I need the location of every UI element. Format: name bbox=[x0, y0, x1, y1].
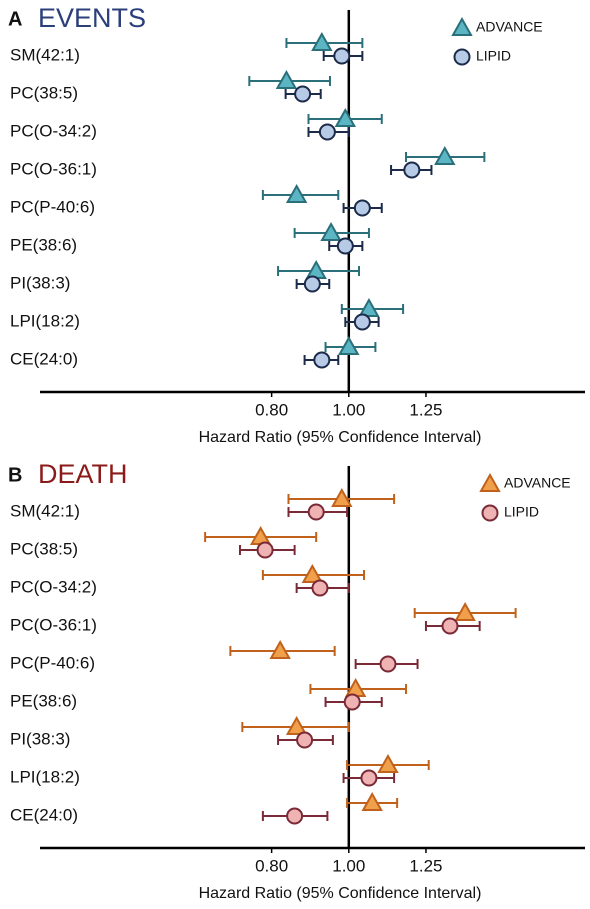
point bbox=[311, 579, 329, 597]
point bbox=[307, 503, 325, 521]
point bbox=[377, 753, 399, 773]
panel-title: DEATH bbox=[38, 459, 128, 489]
legend-label: LIPID bbox=[504, 504, 539, 520]
x-tick-label: 1.00 bbox=[332, 856, 365, 875]
point bbox=[441, 617, 459, 635]
point bbox=[331, 487, 353, 507]
row-label: CE(24:0) bbox=[10, 349, 78, 368]
row-label: PE(38:6) bbox=[10, 691, 77, 710]
point bbox=[286, 807, 304, 825]
legend-marker bbox=[479, 472, 501, 492]
row-label: PE(38:6) bbox=[10, 235, 77, 254]
point bbox=[333, 47, 351, 65]
point bbox=[296, 731, 314, 749]
row-label: PC(P-40:6) bbox=[10, 653, 95, 672]
row-label: PC(38:5) bbox=[10, 83, 78, 102]
point bbox=[358, 297, 380, 317]
point bbox=[285, 715, 308, 735]
point bbox=[311, 31, 333, 51]
point bbox=[454, 601, 476, 621]
point bbox=[256, 541, 274, 559]
row-label: SM(42:1) bbox=[10, 45, 80, 64]
panel-title: EVENTS bbox=[38, 3, 146, 33]
point bbox=[434, 145, 456, 165]
row-label: PI(38:3) bbox=[10, 729, 70, 748]
point bbox=[313, 351, 331, 369]
point bbox=[336, 237, 354, 255]
row-label: LPI(18:2) bbox=[10, 311, 80, 330]
x-tick-label: 1.25 bbox=[409, 400, 442, 419]
point bbox=[275, 69, 298, 89]
point bbox=[269, 639, 291, 659]
legend-label: ADVANCE bbox=[504, 475, 571, 491]
x-tick-label: 1.25 bbox=[409, 856, 442, 875]
legend-marker bbox=[453, 48, 471, 66]
x-axis-label: Hazard Ratio (95% Confidence Interval) bbox=[199, 885, 482, 902]
point bbox=[318, 123, 336, 141]
point bbox=[360, 769, 378, 787]
panel-label: B bbox=[8, 464, 22, 486]
x-tick-label: 1.00 bbox=[332, 400, 365, 419]
legend-marker bbox=[451, 16, 473, 36]
point bbox=[403, 161, 421, 179]
point bbox=[301, 563, 324, 583]
point bbox=[338, 335, 360, 355]
point bbox=[294, 85, 312, 103]
legend-marker bbox=[481, 504, 499, 522]
point bbox=[285, 183, 308, 203]
row-label: LPI(18:2) bbox=[10, 767, 80, 786]
row-label: PC(O-36:1) bbox=[10, 159, 97, 178]
legend-label: ADVANCE bbox=[476, 19, 543, 35]
row-label: PC(P-40:6) bbox=[10, 197, 95, 216]
x-tick-label: 0.80 bbox=[255, 856, 288, 875]
row-label: PC(O-34:2) bbox=[10, 577, 97, 596]
point bbox=[361, 791, 383, 811]
row-label: PC(O-34:2) bbox=[10, 121, 97, 140]
point bbox=[353, 313, 371, 331]
row-label: PC(O-36:1) bbox=[10, 615, 97, 634]
point bbox=[353, 199, 371, 217]
row-label: PI(38:3) bbox=[10, 273, 70, 292]
x-axis-label: Hazard Ratio (95% Confidence Interval) bbox=[199, 429, 482, 446]
point bbox=[343, 693, 361, 711]
row-label: PC(38:5) bbox=[10, 539, 78, 558]
x-tick-label: 0.80 bbox=[255, 400, 288, 419]
point bbox=[320, 221, 342, 241]
point bbox=[334, 107, 357, 127]
panel-label: A bbox=[8, 8, 22, 30]
point bbox=[379, 655, 397, 673]
legend-label: LIPID bbox=[476, 48, 511, 64]
row-label: SM(42:1) bbox=[10, 501, 80, 520]
row-label: CE(24:0) bbox=[10, 805, 78, 824]
point bbox=[303, 275, 321, 293]
